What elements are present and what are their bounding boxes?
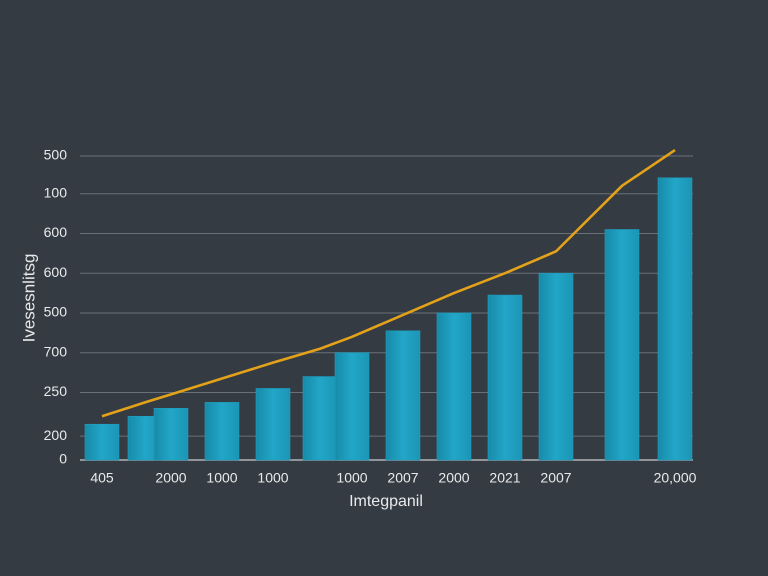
x-tick-label: 1000 <box>336 470 367 486</box>
y-tick-label: 500 <box>44 147 68 163</box>
bar <box>604 229 640 461</box>
y-tick-label: 200 <box>44 427 68 443</box>
x-tick-label: 2007 <box>387 470 418 486</box>
bar <box>657 177 693 461</box>
bar <box>538 272 574 461</box>
line <box>101 148 676 418</box>
x-tick-label: 2000 <box>155 470 186 486</box>
y-tick-label: 500 <box>44 304 68 320</box>
x-tick-label: 405 <box>90 470 114 486</box>
x-tick-label: 2000 <box>438 470 469 486</box>
x-tick-label: 1000 <box>206 470 237 486</box>
x-tick-label: 2021 <box>489 470 520 486</box>
bar <box>204 402 240 461</box>
y-tick-label: 600 <box>44 264 68 280</box>
x-tick-label: 20,000 <box>654 470 697 486</box>
y-tick-label: 250 <box>44 383 68 399</box>
y-axis-title: Ivesesnlitsg <box>19 254 38 343</box>
bar <box>153 408 189 461</box>
bar <box>385 330 421 461</box>
bar <box>302 376 338 461</box>
bar <box>255 388 291 461</box>
x-tick-label: 2007 <box>540 470 571 486</box>
y-tick-label: 0 <box>59 451 67 467</box>
y-tick-label: 600 <box>44 224 68 240</box>
y-tick-label: 100 <box>44 184 68 200</box>
bar <box>436 312 472 461</box>
bar <box>84 423 120 461</box>
y-tick-label: 700 <box>44 343 68 359</box>
x-tick-label: 1000 <box>257 470 288 486</box>
x-axis-title: Imtegpanil <box>349 493 423 510</box>
bar <box>334 352 370 461</box>
bar <box>487 294 523 461</box>
